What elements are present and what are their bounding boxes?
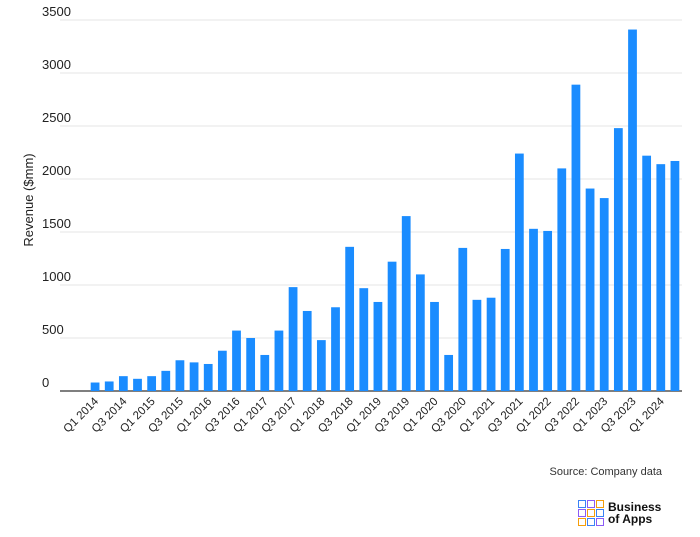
bar [613, 128, 623, 391]
bar [670, 160, 680, 391]
bar [118, 376, 128, 391]
bar [500, 248, 510, 391]
bar [585, 188, 595, 391]
y-tick-label: 3000 [42, 57, 71, 72]
bar [557, 168, 567, 391]
bar [642, 155, 652, 391]
logo-text: Business of Apps [608, 501, 661, 525]
bar [331, 307, 340, 391]
bar [104, 381, 114, 391]
bar [133, 378, 142, 391]
business-of-apps-logo: Business of Apps [578, 500, 661, 526]
bar [458, 247, 468, 391]
bar [628, 29, 637, 391]
bar [217, 350, 227, 391]
bar [161, 370, 171, 391]
bar [486, 297, 496, 391]
y-axis-label: Revenue ($mm) [21, 153, 36, 246]
y-tick-label: 500 [42, 322, 64, 337]
bar [288, 287, 298, 391]
y-tick-label: 1000 [42, 269, 71, 284]
bar [345, 246, 355, 391]
bar [90, 382, 100, 391]
bar [175, 360, 185, 391]
bar [387, 261, 397, 391]
bar [203, 363, 213, 391]
bar [514, 153, 524, 391]
logo-line-1: Business [608, 500, 662, 514]
bar [302, 310, 312, 391]
bar [599, 198, 609, 391]
bar [472, 299, 482, 391]
y-axis-ticks: 0 500 1000 1500 2000 2500 3000 3500 [42, 4, 71, 390]
y-tick-label: 3500 [42, 4, 71, 19]
bar [260, 354, 270, 391]
bar [401, 216, 411, 391]
bar [316, 340, 326, 391]
logo-grid-icon [578, 500, 604, 526]
y-tick-label: 1500 [42, 216, 71, 231]
bar [246, 338, 256, 391]
bar [543, 230, 553, 391]
bar [529, 228, 538, 391]
y-tick-label: 0 [42, 375, 49, 390]
bars [90, 29, 680, 391]
bar [656, 164, 666, 391]
bar [147, 376, 157, 391]
bar [274, 330, 284, 391]
bar [373, 301, 383, 391]
bar [232, 330, 241, 391]
logo-line-2: of Apps [608, 512, 653, 526]
bar [444, 354, 454, 391]
source-note: Source: Company data [549, 466, 662, 478]
y-tick-label: 2000 [42, 163, 71, 178]
bar [415, 274, 425, 391]
bar [189, 362, 199, 391]
bar [430, 301, 439, 391]
bar [571, 84, 581, 391]
bar [359, 288, 369, 391]
y-tick-label: 2500 [42, 110, 71, 125]
